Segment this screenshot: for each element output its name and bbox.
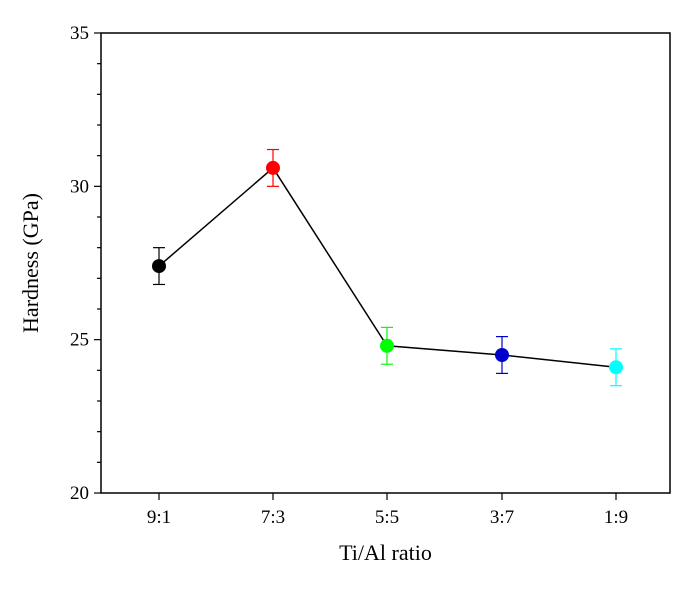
x-axis-title: Ti/Al ratio (339, 540, 432, 565)
x-tick-label: 9:1 (147, 507, 171, 528)
x-tick-label: 5:5 (375, 507, 399, 528)
plot-frame (100, 32, 671, 494)
data-point-3-7 (495, 348, 509, 362)
y-tick-label: 30 (70, 176, 89, 197)
x-tick-label: 3:7 (490, 507, 514, 528)
y-axis-ticks: 20 25 30 35 (70, 23, 101, 504)
x-tick-label: 7:3 (261, 507, 285, 528)
data-points (152, 160, 623, 375)
data-point-5-5 (380, 338, 394, 353)
y-tick-label: 35 (70, 23, 89, 44)
y-tick-label: 25 (70, 330, 89, 351)
data-point-7-3 (266, 160, 280, 175)
x-axis-ticks: 9:1 7:3 5:5 3:7 1:9 (147, 493, 628, 528)
y-axis-title: Hardness (GPa) (18, 193, 43, 333)
data-point-1-9 (609, 360, 623, 375)
data-point-9-1 (152, 259, 166, 274)
x-tick-label: 1:9 (604, 507, 628, 528)
y-tick-label: 20 (70, 483, 89, 504)
